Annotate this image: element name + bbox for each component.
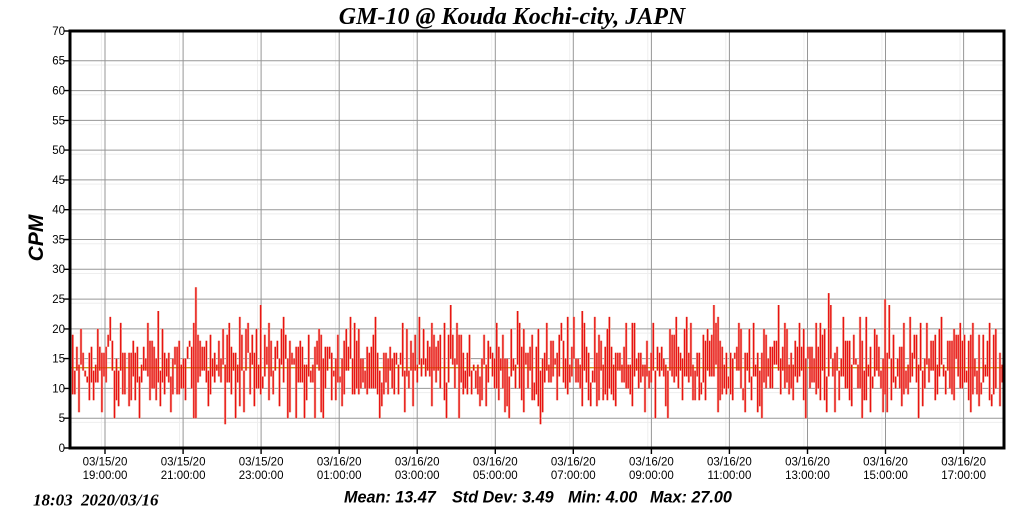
svg-text:03/16/20: 03/16/20 (707, 457, 752, 469)
svg-text:Std Dev: 3.49: Std Dev: 3.49 (452, 489, 554, 507)
svg-text:13:00:00: 13:00:00 (785, 470, 830, 482)
svg-text:18:03: 18:03 (33, 491, 73, 510)
svg-text:15: 15 (52, 354, 65, 366)
svg-text:03/16/20: 03/16/20 (473, 457, 518, 469)
svg-text:07:00:00: 07:00:00 (551, 470, 596, 482)
svg-text:GM-10 @ Kouda Kochi-city, JAPN: GM-10 @ Kouda Kochi-city, JAPN (339, 4, 687, 30)
svg-text:23:00:00: 23:00:00 (239, 470, 284, 482)
svg-text:03/15/20: 03/15/20 (239, 457, 284, 469)
svg-text:2020/03/16: 2020/03/16 (80, 491, 159, 510)
svg-text:25: 25 (52, 294, 65, 306)
svg-text:CPM: CPM (25, 214, 48, 261)
svg-text:20: 20 (52, 324, 65, 336)
svg-text:15:00:00: 15:00:00 (863, 470, 908, 482)
svg-text:11:00:00: 11:00:00 (707, 470, 751, 482)
svg-text:Min: 4.00: Min: 4.00 (568, 489, 637, 507)
svg-text:0: 0 (59, 443, 65, 455)
svg-text:03/16/20: 03/16/20 (785, 457, 830, 469)
svg-text:70: 70 (52, 26, 65, 38)
svg-text:03/16/20: 03/16/20 (863, 457, 908, 469)
svg-text:10: 10 (52, 383, 65, 395)
svg-text:21:00:00: 21:00:00 (161, 470, 206, 482)
svg-text:03/16/20: 03/16/20 (317, 457, 362, 469)
svg-text:30: 30 (52, 264, 65, 276)
svg-text:17:00:00: 17:00:00 (941, 470, 986, 482)
svg-text:03/16/20: 03/16/20 (551, 457, 596, 469)
svg-text:03/16/20: 03/16/20 (395, 457, 440, 469)
svg-text:03/15/20: 03/15/20 (161, 457, 206, 469)
svg-text:Max: 27.00: Max: 27.00 (650, 489, 732, 507)
svg-text:03:00:00: 03:00:00 (395, 470, 440, 482)
svg-text:50: 50 (52, 145, 65, 157)
svg-text:03/15/20: 03/15/20 (83, 457, 128, 469)
svg-text:01:00:00: 01:00:00 (317, 470, 362, 482)
svg-text:5: 5 (59, 413, 65, 425)
svg-text:05:00:00: 05:00:00 (473, 470, 518, 482)
svg-text:55: 55 (52, 115, 65, 127)
svg-text:45: 45 (52, 175, 65, 187)
svg-text:40: 40 (52, 205, 65, 217)
svg-text:09:00:00: 09:00:00 (629, 470, 674, 482)
svg-text:03/16/20: 03/16/20 (629, 457, 674, 469)
svg-text:Mean: 13.47: Mean: 13.47 (344, 489, 437, 507)
svg-text:35: 35 (52, 234, 65, 246)
svg-text:60: 60 (52, 86, 65, 98)
svg-text:19:00:00: 19:00:00 (83, 470, 128, 482)
svg-text:03/16/20: 03/16/20 (941, 457, 986, 469)
svg-text:65: 65 (52, 56, 65, 68)
